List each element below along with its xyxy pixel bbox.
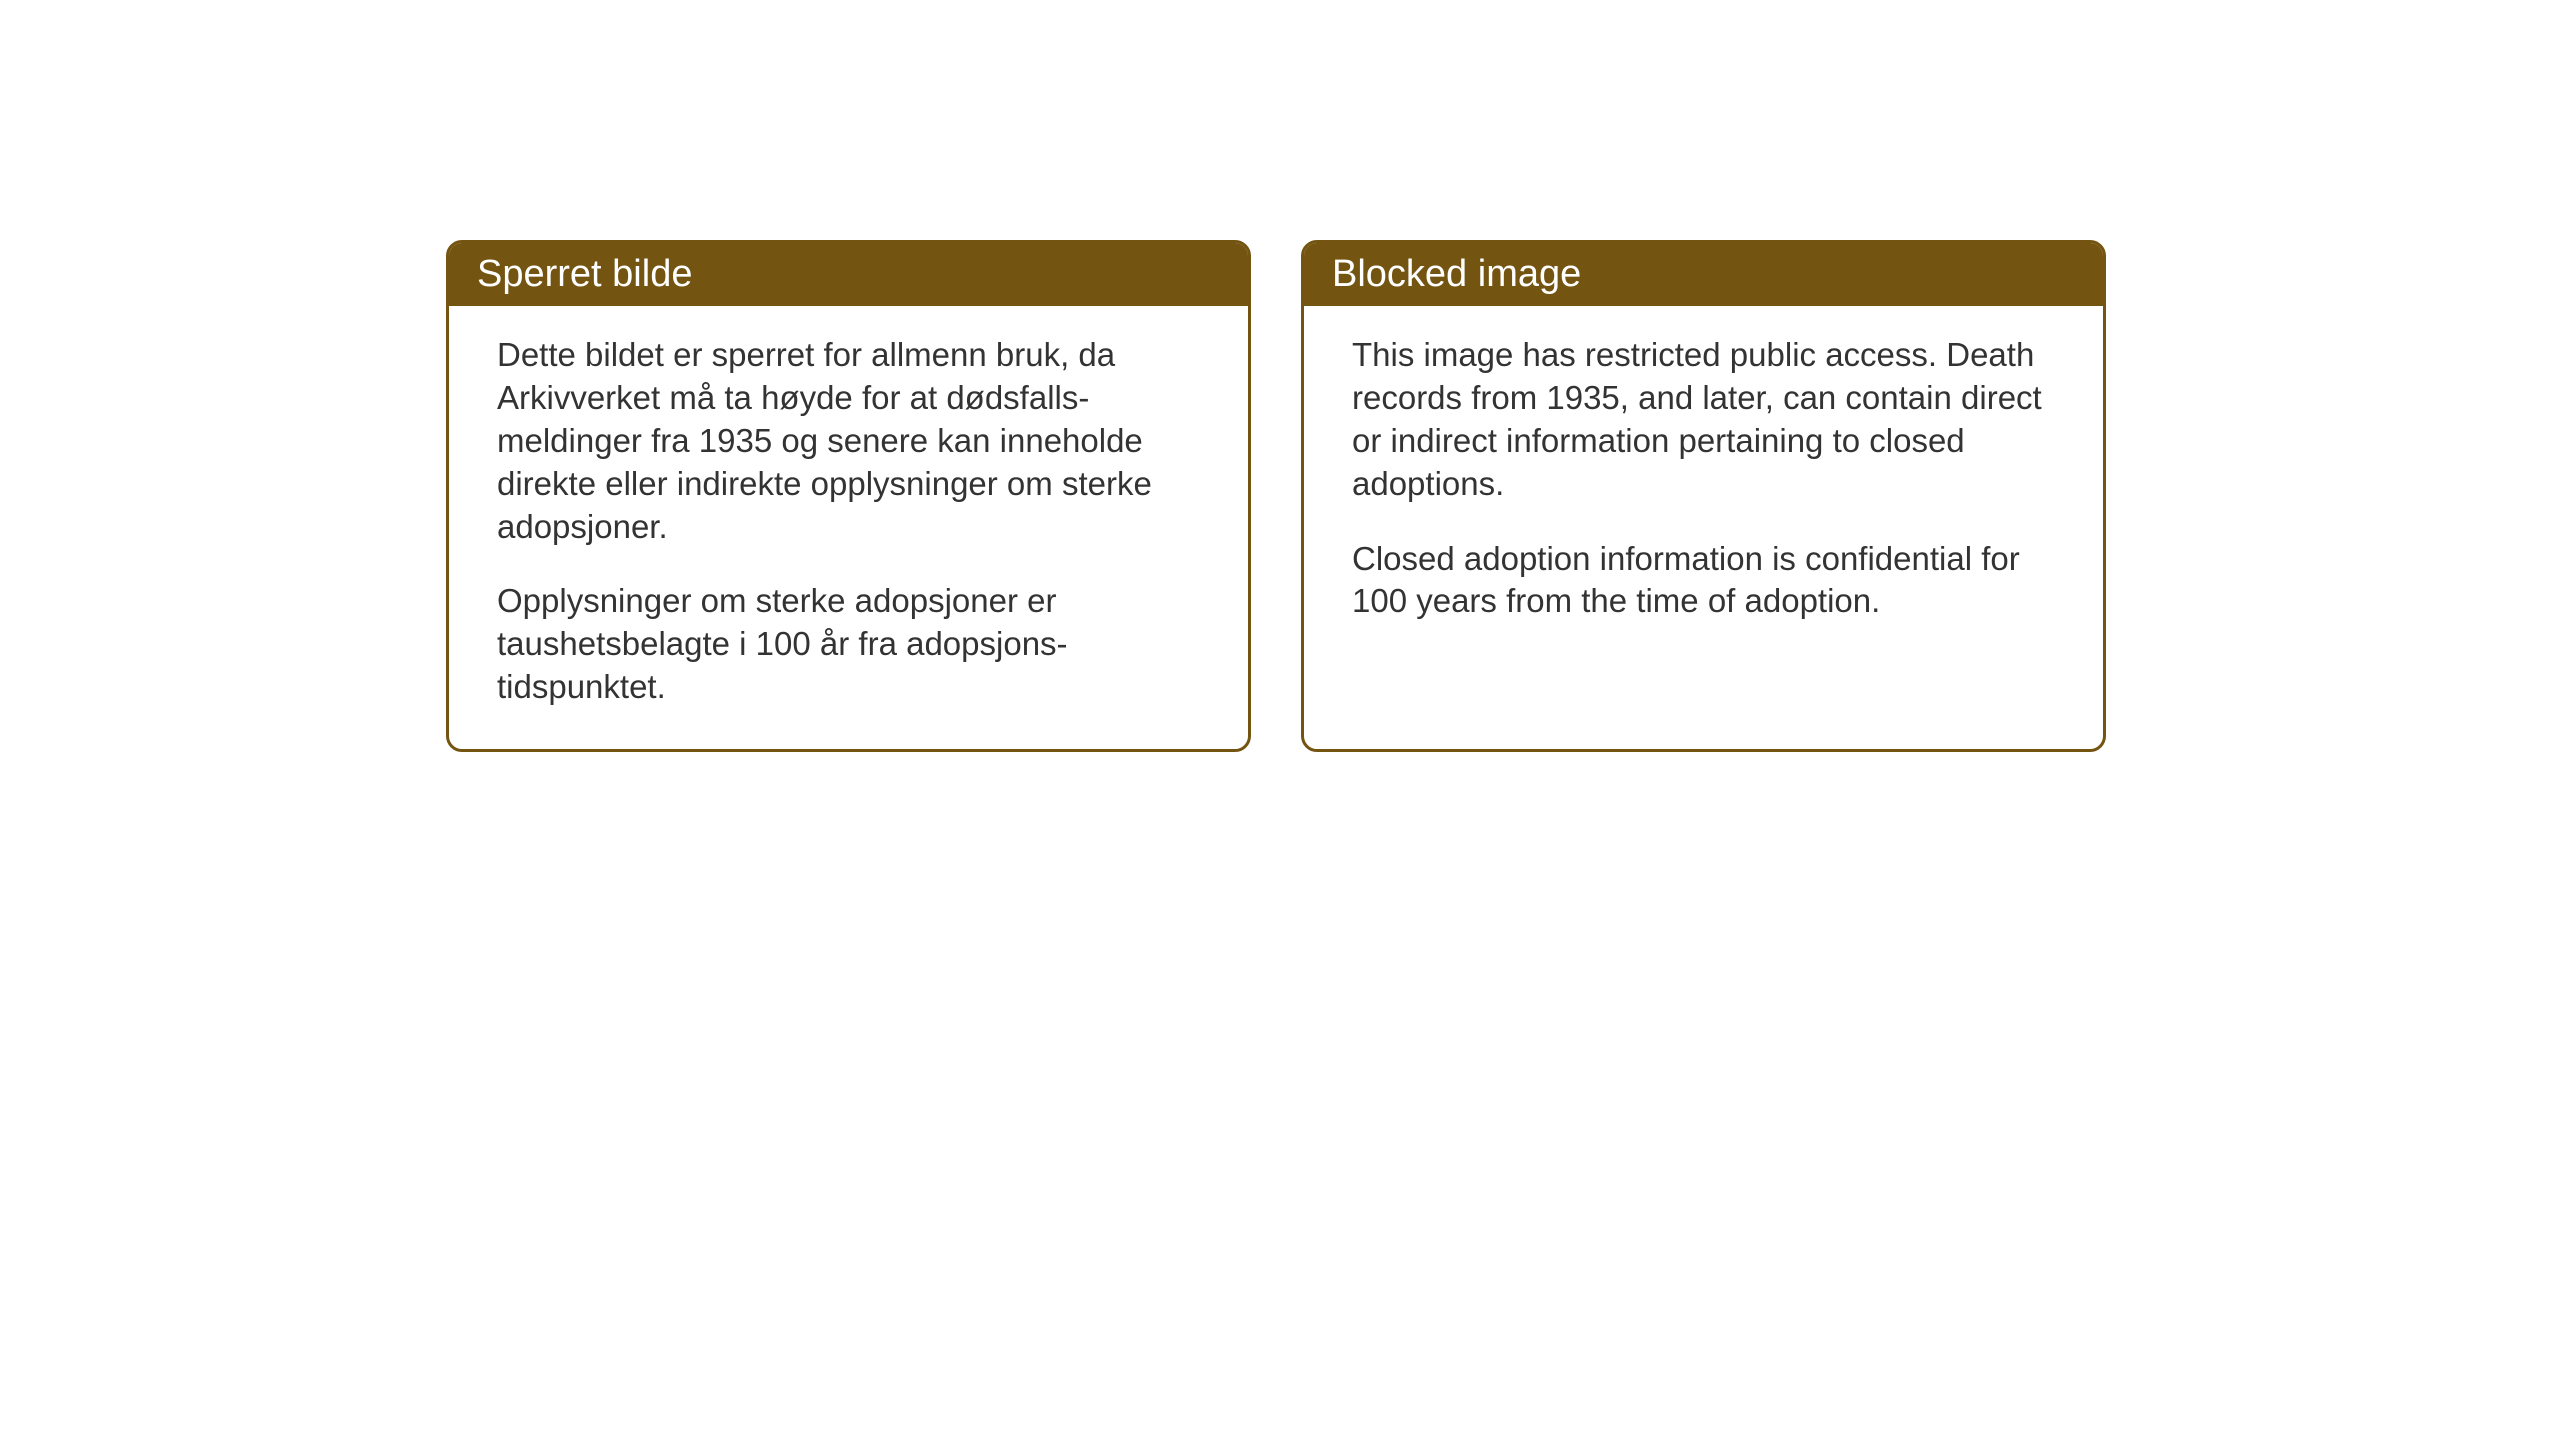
english-card-title: Blocked image	[1304, 243, 2103, 306]
english-paragraph-1: This image has restricted public access.…	[1352, 334, 2055, 506]
norwegian-paragraph-2: Opplysninger om sterke adopsjoner er tau…	[497, 580, 1200, 709]
norwegian-notice-card: Sperret bilde Dette bildet er sperret fo…	[446, 240, 1251, 752]
english-paragraph-2: Closed adoption information is confident…	[1352, 538, 2055, 624]
notice-cards-container: Sperret bilde Dette bildet er sperret fo…	[446, 240, 2106, 752]
english-card-body: This image has restricted public access.…	[1304, 306, 2103, 663]
english-notice-card: Blocked image This image has restricted …	[1301, 240, 2106, 752]
norwegian-card-title: Sperret bilde	[449, 243, 1248, 306]
norwegian-card-body: Dette bildet er sperret for allmenn bruk…	[449, 306, 1248, 749]
norwegian-paragraph-1: Dette bildet er sperret for allmenn bruk…	[497, 334, 1200, 548]
